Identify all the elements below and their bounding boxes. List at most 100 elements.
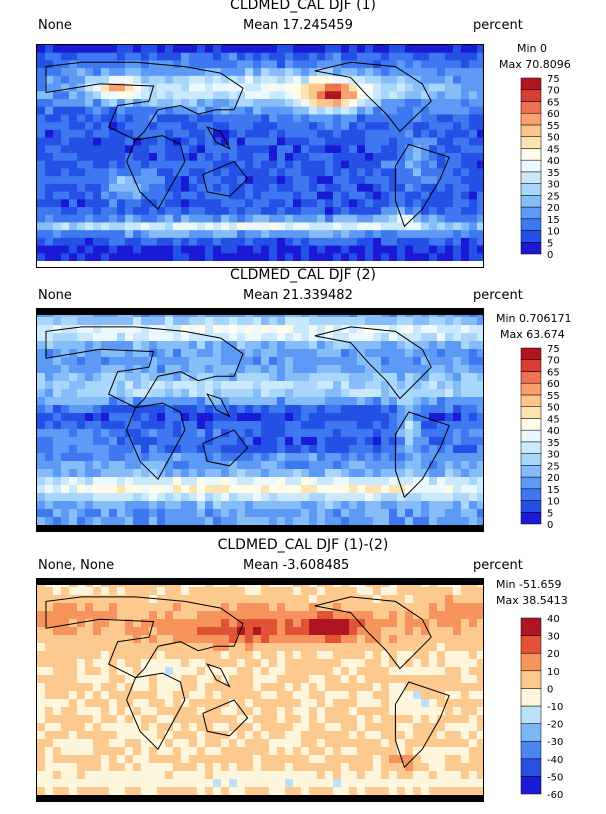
heatmap-cell	[229, 707, 238, 716]
heatmap-cell	[301, 397, 310, 406]
heatmap-cell	[477, 469, 483, 478]
heatmap-cell	[173, 437, 182, 446]
heatmap-cell	[157, 611, 166, 620]
heatmap-cell	[397, 723, 406, 732]
heatmap-cell	[357, 373, 366, 382]
heatmap-cell	[253, 683, 262, 692]
heatmap-cell	[309, 373, 318, 382]
heatmap-cell	[173, 168, 182, 177]
heatmap-cell	[85, 325, 94, 334]
heatmap-cell	[469, 771, 478, 780]
heatmap-cell	[253, 493, 262, 502]
heatmap-cell	[365, 91, 374, 100]
heatmap-cell	[85, 413, 94, 422]
heatmap-cell	[341, 611, 350, 620]
left-label: None	[38, 18, 72, 33]
heatmap-cell	[309, 75, 318, 85]
heatmap-cell	[285, 619, 294, 628]
heatmap-cell	[165, 245, 174, 254]
heatmap-cell	[37, 771, 46, 780]
heatmap-cell	[325, 485, 334, 494]
heatmap-cell	[469, 517, 478, 526]
heatmap-cell	[317, 145, 326, 154]
heatmap-cell	[149, 691, 158, 700]
coastline	[202, 160, 249, 197]
heatmap-cell	[173, 595, 182, 604]
heatmap-cell	[301, 106, 310, 116]
heatmap-cell	[293, 237, 302, 247]
heatmap-cell	[261, 405, 270, 414]
heatmap-cell	[373, 429, 382, 438]
heatmap-cell	[309, 739, 318, 748]
heatmap-cell	[141, 763, 150, 772]
heatmap-cell	[325, 413, 334, 422]
heatmap-cell	[429, 75, 438, 85]
heatmap-cell	[229, 747, 238, 756]
heatmap-cell	[197, 611, 206, 620]
heatmap-cell	[421, 45, 430, 54]
heatmap-cell	[469, 739, 478, 748]
heatmap-cell	[173, 253, 182, 261]
heatmap-cell	[165, 675, 174, 684]
heatmap-cell	[133, 651, 142, 660]
heatmap-cell	[285, 635, 294, 644]
heatmap-cell	[437, 627, 446, 636]
heatmap-cell	[285, 129, 294, 139]
heatmap-cell	[45, 627, 54, 636]
heatmap-cell	[469, 619, 478, 628]
heatmap-cell	[61, 651, 70, 660]
heatmap-cell	[381, 83, 390, 92]
heatmap-cell	[397, 635, 406, 644]
heatmap-cell	[333, 230, 342, 239]
heatmap-cell	[197, 405, 206, 414]
heatmap-cell	[413, 207, 422, 216]
heatmap-cell	[453, 445, 462, 454]
heatmap-cell	[381, 222, 390, 231]
heatmap-cell	[293, 611, 302, 620]
heatmap-cell	[53, 153, 62, 162]
colorbar-swatch	[520, 617, 542, 636]
heatmap-cell	[85, 643, 94, 652]
heatmap-cell	[229, 207, 238, 216]
heatmap-cell	[381, 145, 390, 154]
heatmap-cell	[133, 333, 142, 342]
heatmap-cell	[421, 137, 430, 146]
heatmap-cell	[445, 176, 454, 185]
heatmap-cell	[277, 413, 286, 422]
heatmap-cell	[77, 317, 86, 326]
heatmap-cell	[133, 587, 142, 596]
heatmap-cell	[253, 453, 262, 462]
heatmap-cell	[141, 341, 150, 350]
heatmap-cell	[405, 137, 414, 146]
heatmap-cell	[269, 389, 278, 398]
heatmap-cell	[413, 413, 422, 422]
heatmap-cell	[357, 122, 366, 131]
heatmap-cell	[133, 106, 142, 116]
heatmap-cell	[453, 91, 462, 100]
heatmap-cell	[141, 168, 150, 177]
heatmap-cell	[453, 317, 462, 326]
heatmap-cell	[37, 485, 46, 494]
heatmap-cell	[357, 357, 366, 366]
heatmap-cell	[229, 723, 238, 732]
heatmap-cell	[429, 91, 438, 100]
heatmap-cell	[333, 137, 342, 146]
heatmap-cell	[85, 137, 94, 146]
heatmap-cell	[405, 619, 414, 628]
heatmap-cell	[69, 122, 78, 131]
heatmap-cell	[149, 222, 158, 231]
heatmap-cell	[333, 595, 342, 604]
heatmap-cell	[205, 493, 214, 502]
heatmap-cell	[53, 91, 62, 100]
heatmap-cell	[389, 191, 398, 200]
heatmap-cell	[45, 611, 54, 620]
heatmap-cell	[205, 755, 214, 764]
heatmap-cell	[213, 199, 222, 208]
heatmap-cell	[165, 643, 174, 652]
heatmap-cell	[277, 643, 286, 652]
heatmap-cell	[109, 365, 118, 374]
heatmap-cell	[365, 683, 374, 692]
heatmap-cell	[461, 747, 470, 756]
heatmap-cell	[357, 675, 366, 684]
heatmap-cell	[413, 341, 422, 350]
